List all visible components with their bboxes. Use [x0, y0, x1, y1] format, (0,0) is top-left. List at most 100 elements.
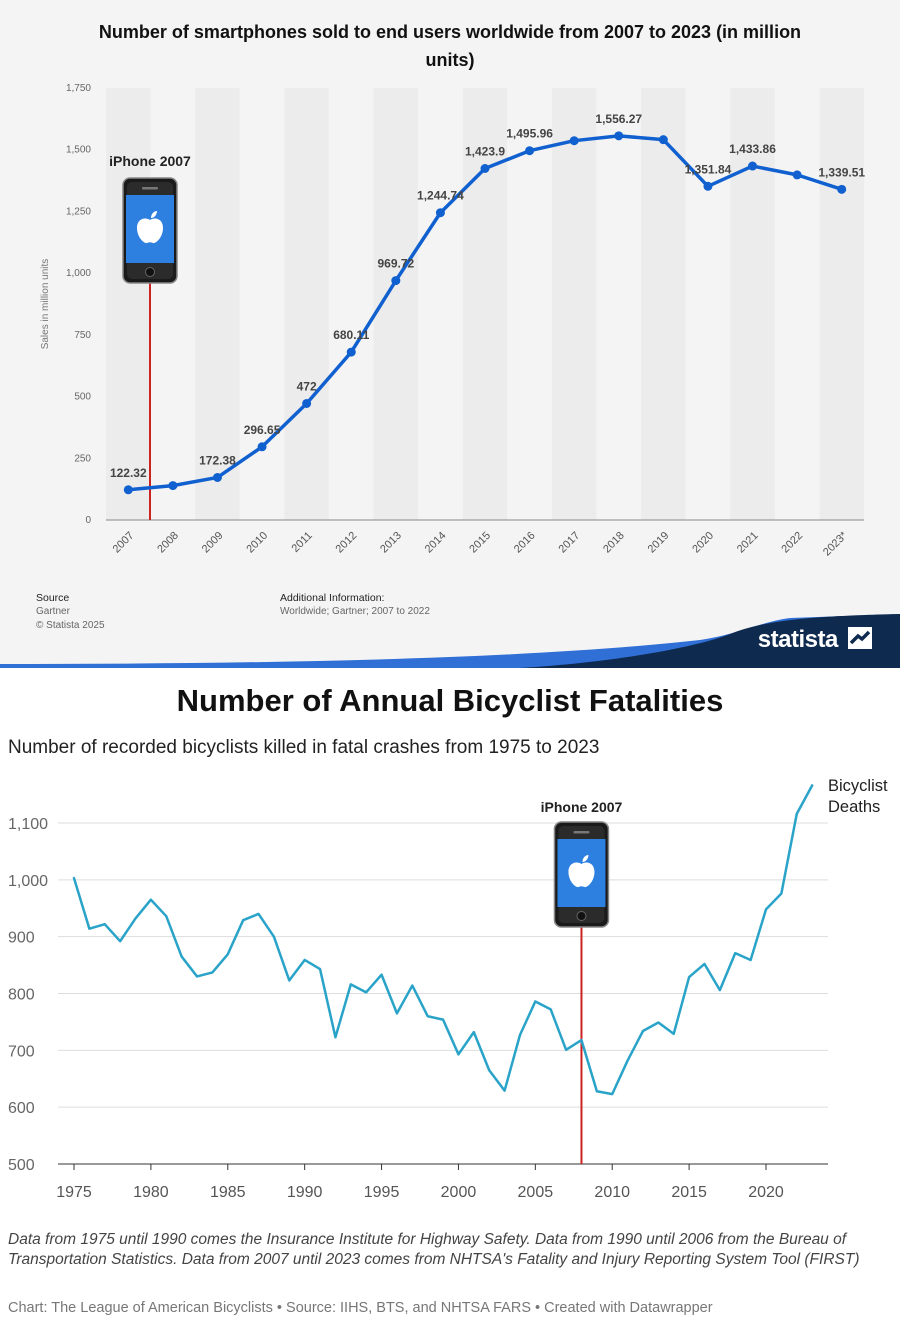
data-point [227, 953, 229, 955]
y-tick-label: 1,100 [8, 816, 48, 833]
data-point [442, 1018, 444, 1020]
data-label: 680.11 [333, 328, 369, 342]
data-point [212, 472, 222, 482]
annotation-label: iPhone 2007 [109, 153, 191, 169]
data-point [503, 1089, 505, 1091]
data-point [703, 963, 705, 965]
data-label: 1,351.84 [685, 162, 732, 176]
x-tick-label: 1990 [287, 1184, 323, 1201]
x-tick-label: 2005 [518, 1184, 554, 1201]
data-point [596, 1090, 598, 1092]
data-point [480, 164, 490, 174]
grid-band [150, 88, 196, 520]
data-label: 1,433.86 [729, 142, 776, 156]
data-point [780, 892, 782, 894]
grid-band [774, 88, 820, 520]
data-point [350, 983, 352, 985]
data-label: 122.32 [110, 466, 147, 480]
grid-band [462, 88, 508, 520]
grid-band [685, 88, 731, 520]
data-point [123, 485, 133, 495]
data-point [748, 161, 758, 171]
additional-info-heading: Additional Information: [280, 592, 385, 604]
data-point [435, 208, 445, 218]
chart-title: Number of Annual Bicyclist Fatalities [176, 683, 724, 718]
data-point [550, 1008, 552, 1010]
additional-info-block: Additional Information: Worldwide; Gartn… [280, 591, 430, 619]
data-label: 1,556.27 [595, 112, 642, 126]
y-tick-label: 750 [74, 330, 91, 341]
data-point [837, 184, 847, 194]
y-tick-label: 500 [74, 392, 91, 403]
data-label: 969.72 [377, 257, 414, 271]
chart-subtitle: Number of recorded bicyclists killed in … [8, 737, 600, 758]
annotation-label: iPhone 2007 [541, 799, 623, 815]
data-point [334, 1036, 336, 1038]
data-point [211, 971, 213, 973]
data-point [257, 913, 259, 915]
data-point [525, 146, 535, 156]
grid-band [819, 88, 864, 520]
data-point [611, 1093, 613, 1095]
data-label: 1,244.74 [417, 189, 464, 203]
data-point [488, 1069, 490, 1071]
series-line [72, 784, 814, 1096]
series-label: Bicyclist Deaths [828, 777, 888, 816]
grid-band [284, 88, 329, 520]
data-point [196, 975, 198, 977]
apple-logo-icon [137, 211, 163, 244]
data-point [673, 1033, 675, 1035]
grid-band [106, 88, 151, 520]
grid-band [418, 88, 463, 520]
data-point [257, 442, 267, 452]
data-label: 1,339.51 [818, 165, 865, 179]
smartphone-sales-panel: 0 250 500 750 1,000 1,250 1,500 1,750 Sales in m… [0, 0, 900, 668]
data-point [150, 899, 152, 901]
iphone-speaker [573, 831, 590, 834]
data-point [302, 398, 312, 408]
data-point [688, 976, 690, 978]
y-tick-label: 0 [85, 515, 91, 526]
data-point [811, 784, 813, 786]
smartphone-sales-chart: 0 250 500 750 1,000 1,250 1,500 1,750 Sales in m… [0, 83, 900, 668]
source-line: Gartner [36, 606, 70, 617]
data-point [473, 1031, 475, 1033]
data-label: 296.65 [244, 423, 281, 437]
statista-logo[interactable]: statista [758, 626, 872, 654]
data-point [104, 923, 106, 925]
grid-band [551, 88, 597, 520]
data-point [657, 1021, 659, 1023]
data-point [73, 877, 75, 879]
y-tick-label: 1,000 [8, 873, 48, 890]
x-tick-label: 2020 [748, 1184, 784, 1201]
additional-info-text: Worldwide; Gartner; 2007 to 2022 [280, 606, 430, 617]
data-point [565, 1049, 567, 1051]
x-tick-label: 2015 [671, 1184, 707, 1201]
data-point [319, 968, 321, 970]
y-tick-label: 1,750 [66, 83, 91, 94]
x-tick-label: 2000 [441, 1184, 477, 1201]
data-point [658, 135, 668, 145]
data-point [534, 1000, 536, 1002]
data-point [734, 952, 736, 954]
source-heading: Source [36, 592, 70, 604]
grid-band [641, 88, 686, 520]
data-label: 1,495.96 [506, 127, 553, 141]
data-point [411, 984, 413, 986]
grid-band [507, 88, 552, 520]
y-tick-label: 800 [8, 987, 35, 1004]
iphone-icon [122, 177, 178, 284]
data-point [749, 959, 751, 961]
data-point [346, 347, 356, 357]
y-tick-label: 500 [8, 1157, 35, 1174]
iphone-icon [553, 821, 610, 928]
y-tick-label: 900 [8, 930, 35, 947]
apple-logo-icon [568, 855, 595, 888]
y-tick-label: 1,250 [66, 206, 91, 217]
data-point [719, 989, 721, 991]
data-point [792, 170, 802, 180]
data-point [457, 1053, 459, 1055]
y-tick-label: 1,000 [66, 268, 91, 279]
data-point [569, 136, 579, 146]
grid-band [596, 88, 642, 520]
